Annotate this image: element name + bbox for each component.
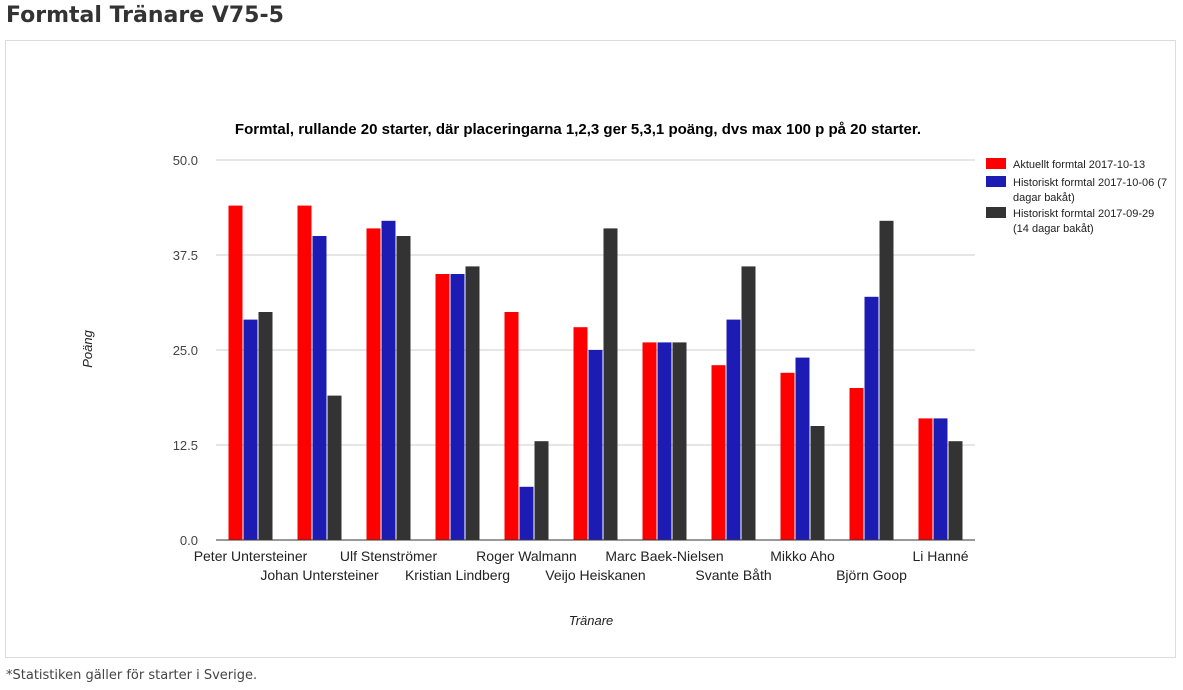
y-tick-label: 50.0 <box>173 153 198 168</box>
category-labels: Peter Untersteiner Johan Untersteiner Ulf … <box>194 548 969 583</box>
y-tick-label: 0.0 <box>180 533 198 548</box>
bar <box>327 395 342 540</box>
bar <box>519 486 534 540</box>
category-label: Veijo Heiskanen <box>545 567 645 583</box>
y-tick-label: 25.0 <box>173 343 198 358</box>
bar-chart: Formtal, rullande 20 starter, där placer… <box>80 121 1167 628</box>
bar <box>297 205 312 540</box>
bar <box>312 236 327 540</box>
bar <box>435 274 450 540</box>
bar <box>504 312 519 540</box>
category-label: Peter Untersteiner <box>194 548 308 564</box>
legend-swatch <box>986 207 1006 218</box>
category-label: Marc Baek-Nielsen <box>605 548 723 564</box>
bar <box>573 327 588 540</box>
legend: Aktuellt formtal 2017-10-13 Historiskt fo… <box>986 158 1167 235</box>
bar <box>588 350 603 540</box>
legend-label: Historiskt formtal 2017-09-29 <box>1013 208 1154 220</box>
bar <box>795 357 810 540</box>
x-axis-title: Tränare <box>569 613 614 628</box>
y-axis-title: Poäng <box>80 329 95 367</box>
category-label: Johan Untersteiner <box>260 567 379 583</box>
bar <box>396 236 411 540</box>
bar <box>879 220 894 541</box>
legend-swatch <box>986 176 1006 187</box>
category-label: Björn Goop <box>836 567 907 583</box>
bar <box>534 441 549 540</box>
legend-label: dagar bakåt) <box>1013 192 1075 204</box>
legend-label: (14 dagar bakåt) <box>1013 223 1094 235</box>
bar <box>780 372 795 540</box>
bar <box>243 319 258 540</box>
bar <box>810 426 825 540</box>
bar <box>258 312 273 540</box>
bar <box>450 274 465 540</box>
bar <box>381 220 396 541</box>
page-title: Formtal Tränare V75-5 <box>6 3 284 28</box>
bar <box>711 365 726 540</box>
bars <box>228 205 963 541</box>
bar <box>864 296 879 540</box>
legend-label: Historiskt formtal 2017-10-06 (7 <box>1013 177 1167 189</box>
category-label: Ulf Stenströmer <box>340 548 438 564</box>
legend-label: Aktuellt formtal 2017-10-13 <box>1013 159 1145 171</box>
bar <box>465 266 480 540</box>
y-tick-labels: 0.0 12.5 25.0 37.5 50.0 <box>173 153 198 548</box>
bar <box>918 418 933 540</box>
category-label: Mikko Aho <box>770 548 835 564</box>
footnote: *Statistiken gäller för starter i Sverig… <box>6 668 258 683</box>
y-tick-label: 37.5 <box>173 248 198 263</box>
bar <box>726 319 741 540</box>
bar <box>741 266 756 540</box>
chart-title: Formtal, rullande 20 starter, där placer… <box>235 121 921 138</box>
bar <box>849 388 864 540</box>
chart-frame: Formtal, rullande 20 starter, där placer… <box>5 40 1176 658</box>
legend-swatch <box>986 158 1006 169</box>
category-label: Svante Båth <box>695 567 771 583</box>
bar <box>933 418 948 540</box>
bar <box>228 205 243 540</box>
bar <box>948 441 963 540</box>
category-label: Kristian Lindberg <box>405 567 510 583</box>
bar <box>642 342 657 540</box>
bar <box>657 342 672 540</box>
bar <box>672 342 687 540</box>
category-label: Li Hanné <box>912 548 968 564</box>
bar <box>603 228 618 540</box>
bar <box>366 228 381 540</box>
y-tick-label: 12.5 <box>173 438 198 453</box>
category-label: Roger Walmann <box>476 548 577 564</box>
